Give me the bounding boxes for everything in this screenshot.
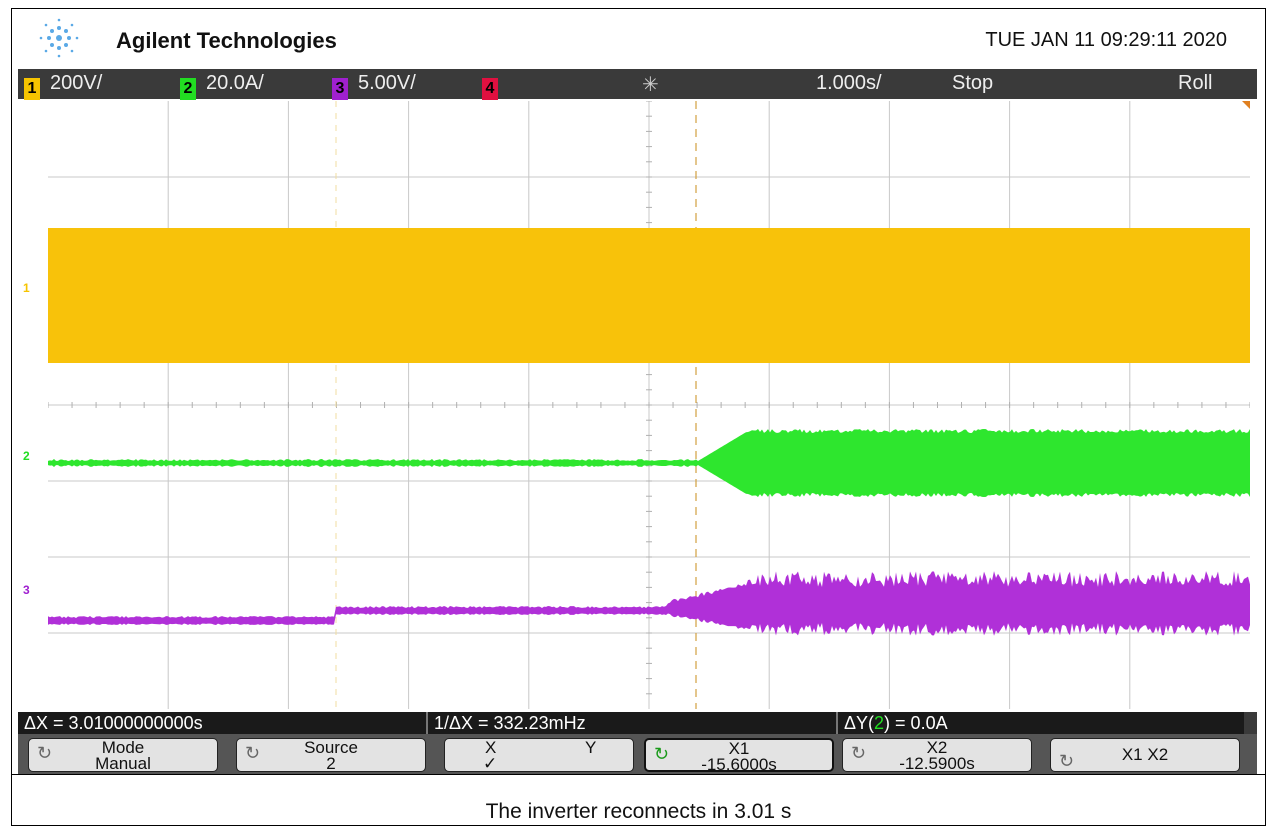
figure-caption: The inverter reconnects in 3.01 s — [12, 800, 1265, 824]
source-softkey-value: 2 — [326, 754, 335, 773]
channel-1-status[interactable]: 1 200V/ — [24, 72, 102, 100]
x1-softkey[interactable]: ↻ X1 -15.6000s — [644, 738, 834, 772]
run-state[interactable]: Stop — [952, 72, 993, 95]
channel-3-status[interactable]: 3 5.00V/ — [332, 72, 416, 100]
x2-softkey-value: -12.5900s — [899, 754, 975, 773]
entry-knob-icon: ↻ — [851, 745, 866, 761]
delta-y-suffix: ) = 0.0A — [884, 713, 948, 733]
softkey-bar: ↻ Mode Manual ↻ Source 2 X Y ✓ ↻ X1 -15.… — [18, 734, 1257, 774]
channel-2-ground-marker: 2 — [23, 449, 30, 463]
timebase[interactable]: 1.000s/ — [816, 72, 882, 95]
xy-softkey[interactable]: X Y ✓ — [444, 738, 634, 772]
x1-x2-softkey-label: X1 X2 — [1122, 745, 1168, 764]
delta-y-readout: ΔY(2) = 0.0A — [838, 712, 1244, 734]
check-icon: ✓ — [483, 756, 497, 772]
acquisition-mode[interactable]: Roll — [1178, 72, 1212, 95]
entry-knob-icon: ↻ — [245, 745, 260, 761]
agilent-spark-icon — [34, 16, 84, 60]
brand-name: Agilent Technologies — [116, 28, 337, 54]
channel-2-status[interactable]: 2 20.0A/ — [180, 72, 264, 100]
channel-2-badge: 2 — [180, 78, 196, 100]
channel-4-status[interactable]: 4 — [482, 72, 508, 100]
status-bar: 1 200V/ 2 20.0A/ 3 5.00V/ 4 ✳ 1.000s/ Stop … — [18, 69, 1257, 99]
channel-3-badge: 3 — [332, 78, 348, 100]
entry-knob-active-icon: ↻ — [654, 746, 669, 762]
channel-3-scale: 5.00V/ — [358, 72, 416, 94]
figure-caption-box: The inverter reconnects in 3.01 s — [11, 773, 1266, 826]
acquisition-spark-icon: ✳ — [642, 72, 659, 97]
mode-softkey[interactable]: ↻ Mode Manual — [28, 738, 218, 772]
waveform-display — [48, 101, 1250, 709]
channel-1-ground-marker: 1 — [23, 281, 30, 295]
x1-softkey-value: -15.6000s — [701, 755, 777, 774]
x2-softkey[interactable]: ↻ X2 -12.5900s — [842, 738, 1032, 772]
delta-y-prefix: ΔY( — [844, 713, 874, 733]
oscilloscope-screen: Agilent Technologies TUE JAN 11 09:29:11… — [11, 8, 1266, 775]
channel-4-badge: 4 — [482, 78, 498, 100]
delta-y-channel: 2 — [874, 713, 884, 733]
x1-x2-softkey[interactable]: ↻ X1 X2 — [1050, 738, 1240, 772]
title-bar: Agilent Technologies TUE JAN 11 09:29:11… — [12, 9, 1265, 67]
inverse-delta-x-readout: 1/ΔX = 332.23mHz — [428, 712, 838, 734]
entry-knob-icon: ↻ — [37, 745, 52, 761]
date-time: TUE JAN 11 09:29:11 2020 — [985, 29, 1227, 52]
cursor-readout-bar: ΔX = 3.01000000000s 1/ΔX = 332.23mHz ΔY(… — [18, 712, 1257, 734]
waveform-plot — [48, 101, 1250, 709]
delta-x-readout: ΔX = 3.01000000000s — [18, 712, 428, 734]
trigger-marker — [1242, 101, 1250, 109]
channel-3-ground-marker: 3 — [23, 583, 30, 597]
channel-1-scale: 200V/ — [50, 72, 102, 94]
xy-softkey-y: Y — [585, 740, 596, 756]
channel-2-scale: 20.0A/ — [206, 72, 264, 94]
mode-softkey-value: Manual — [95, 754, 151, 773]
channel-1-trace — [48, 228, 1250, 363]
source-softkey[interactable]: ↻ Source 2 — [236, 738, 426, 772]
channel-1-badge: 1 — [24, 78, 40, 100]
